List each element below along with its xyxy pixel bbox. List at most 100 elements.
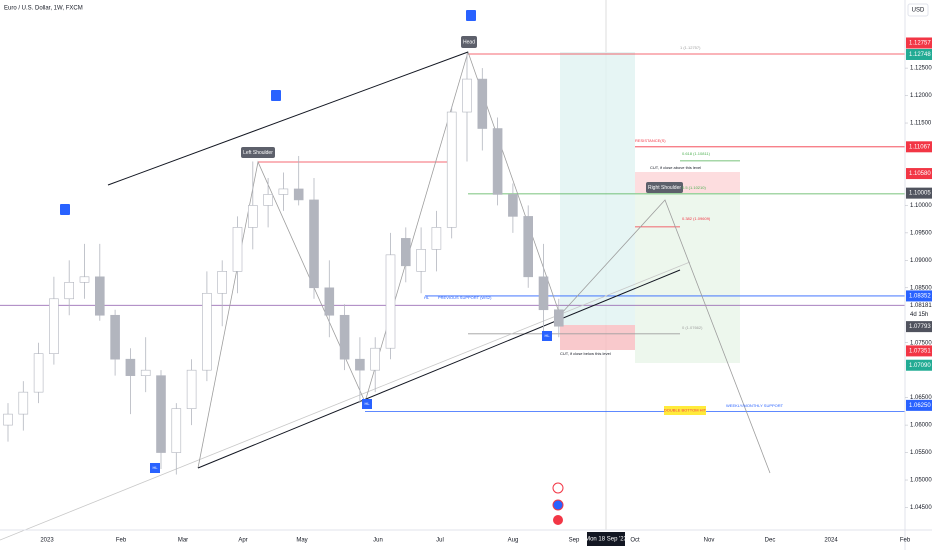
- right-shoulder-label: Right Shoulder: [648, 185, 681, 191]
- hl-label: HL: [364, 401, 370, 406]
- price-label: 1.07090: [909, 363, 931, 369]
- x-tick-label: Nov: [704, 538, 715, 544]
- candle-body: [523, 216, 534, 278]
- price-label-box: [906, 321, 932, 333]
- y-tick-label: 1.05000: [910, 478, 932, 484]
- price-label-box: [906, 187, 932, 199]
- resistance-text: RESISTANCE(S): [635, 138, 666, 143]
- candle-body: [110, 314, 120, 360]
- candle-body: [263, 194, 273, 206]
- price-label: 1.12757: [909, 41, 931, 47]
- candle-body: [278, 188, 289, 195]
- weekly-support-text: WEEKLY/MONTHLY SUPPORT: [726, 403, 784, 408]
- target-zone: [635, 193, 740, 363]
- hl-badge: [150, 463, 160, 473]
- candle-body: [49, 298, 59, 354]
- label-box: [646, 182, 683, 193]
- y-tick-label: 1.12500: [910, 66, 932, 72]
- y-tick-label: 1.11500: [910, 121, 932, 127]
- chart-title: Euro / U.S. Dollar, 1W, FXCM: [4, 6, 83, 12]
- x-tick-label: Oct: [630, 538, 640, 544]
- candle-body: [248, 205, 258, 228]
- candle-body: [416, 249, 426, 272]
- price-label: 1.10005: [909, 191, 931, 197]
- hl-label: HL: [152, 465, 158, 470]
- label-box: [241, 147, 275, 158]
- crosshair-date: Mon 18 Sep '23: [585, 537, 628, 543]
- candle-body: [324, 287, 335, 316]
- candle-body: [140, 369, 151, 376]
- crosshair-date-box: [587, 532, 625, 546]
- fib-label: 0 (1.07662): [682, 325, 703, 330]
- price-label-box: [906, 37, 932, 49]
- candle-body: [156, 375, 166, 453]
- trend-line: [107, 51, 469, 186]
- head-label: Head: [463, 39, 475, 45]
- x-tick-label: Feb: [116, 538, 127, 544]
- candle-body: [64, 282, 74, 300]
- price-label: 1.07351: [909, 348, 931, 354]
- price-label-box: [906, 359, 932, 371]
- y-tick-label: 1.08500: [910, 285, 932, 291]
- candle-body: [293, 188, 304, 201]
- hl-badge: [542, 331, 552, 341]
- event-icon: [552, 482, 564, 494]
- event-icon: [552, 499, 564, 511]
- candle-body: [186, 369, 197, 409]
- x-tick-label: Jun: [373, 538, 383, 544]
- price-label-box: [906, 141, 932, 153]
- cut-text: CUT, if close above this level: [650, 165, 701, 170]
- y-tick-label: 1.09000: [910, 258, 932, 264]
- label-box: [461, 36, 477, 48]
- last-price-label: 1.08181: [910, 303, 932, 309]
- currency-button[interactable]: [907, 3, 929, 17]
- candle-body: [553, 309, 564, 327]
- stop-zone: [560, 325, 635, 350]
- candle-body: [355, 358, 365, 371]
- label-box: [664, 406, 706, 415]
- x-tick-label: 2023: [40, 538, 54, 544]
- candle-body: [431, 227, 442, 250]
- price-label: 1.11067: [909, 144, 931, 150]
- x-tick-label: Mar: [178, 538, 188, 544]
- event-icon: [553, 515, 563, 525]
- price-label: 1.12748: [909, 52, 931, 58]
- price-label: 1.06250: [909, 403, 931, 409]
- x-tick-label: Jul: [436, 538, 444, 544]
- candle-body: [217, 271, 227, 294]
- candle-body: [462, 78, 472, 113]
- price-label: 1.08352: [909, 293, 931, 299]
- x-tick-label: 2024: [824, 538, 838, 544]
- candle-body: [477, 78, 488, 129]
- candle-body: [492, 128, 503, 195]
- hl-label: HL: [544, 333, 550, 338]
- y-tick-label: 1.12000: [910, 93, 932, 99]
- candle-body: [33, 353, 44, 393]
- event-icon: [60, 204, 70, 215]
- candle-body: [370, 347, 381, 371]
- candle-body: [125, 358, 136, 376]
- y-tick-label: 1.09500: [910, 230, 932, 236]
- left-shoulder-label: Left Shoulder: [243, 150, 273, 156]
- candle-body: [538, 276, 549, 311]
- neckline: [197, 269, 681, 469]
- x-tick-label: Sep: [569, 538, 580, 544]
- target-zone: [560, 52, 635, 325]
- y-tick-label: 1.05500: [910, 450, 932, 456]
- channel-line: [0, 261, 691, 541]
- fib-label: 1 (1.12757): [680, 45, 701, 50]
- candle-body: [400, 238, 411, 267]
- y-tick-label: 1.07500: [910, 340, 932, 346]
- event-icon: [466, 10, 476, 21]
- x-tick-label: Apr: [238, 538, 247, 544]
- candle-body: [18, 391, 29, 415]
- hl-text: HL: [424, 295, 430, 300]
- x-tick-label: Aug: [508, 538, 519, 544]
- currency: USD: [912, 8, 925, 14]
- x-tick-label: Dec: [765, 538, 776, 544]
- candle-body: [339, 314, 350, 360]
- candle-body: [171, 408, 182, 453]
- fib-label: 0.5 (1.10210): [682, 185, 706, 190]
- candle-body: [95, 276, 105, 316]
